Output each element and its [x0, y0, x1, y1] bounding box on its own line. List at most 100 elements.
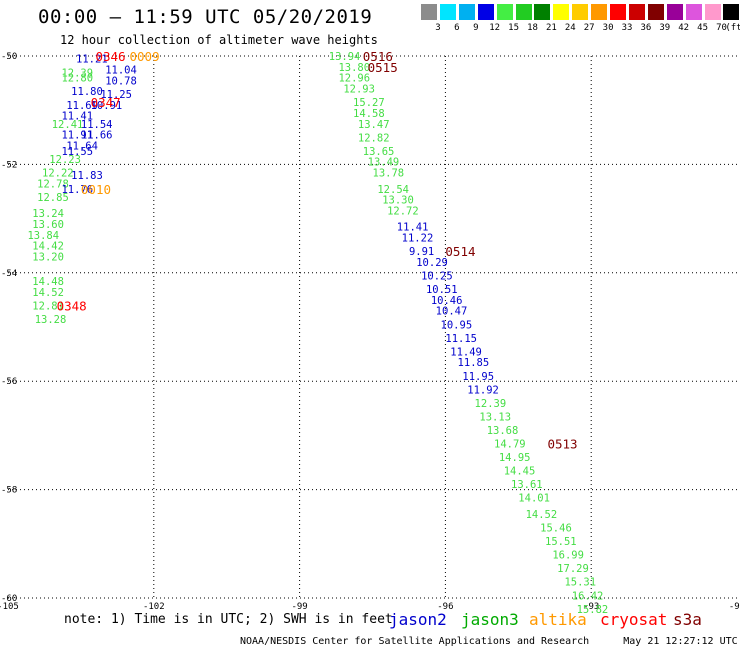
color-scale-label: 70 [716, 23, 727, 33]
color-scale-label: 12 [489, 23, 501, 33]
swh-label: 12.85 [37, 192, 69, 204]
swh-label: 11.83 [71, 170, 103, 182]
swh-label: 16.99 [552, 550, 584, 562]
color-scale-label: 3 [435, 23, 441, 33]
swh-label: 11.04 [105, 65, 137, 77]
swh-label: 14.52 [526, 509, 558, 521]
swh-label: 15.31 [564, 577, 596, 589]
swh-label: 13.47 [358, 119, 390, 131]
swh-label: 12.39 [61, 67, 93, 79]
color-scale-label: 27 [583, 23, 595, 33]
swh-label: 13.49 [368, 157, 400, 169]
swh-label: 11.41 [61, 111, 93, 123]
swh-label: 13.78 [373, 168, 405, 180]
y-tick-label: -52 [1, 160, 17, 170]
y-tick-label: -60 [1, 594, 17, 604]
legend-s3a: s3a [673, 610, 702, 629]
time-label: 0010 [81, 182, 111, 197]
swh-label: 9.91 [409, 246, 434, 258]
time-label: 0513 [547, 437, 577, 452]
swh-label: 13.84 [27, 230, 59, 242]
color-swatch [723, 4, 740, 20]
color-scale-label: 6 [454, 23, 460, 33]
color-scale-label: 9 [473, 23, 479, 33]
swh-label: 12.80 [61, 73, 93, 85]
time-label: 0009 [130, 49, 160, 64]
time-label: 0348 [57, 298, 87, 313]
color-swatch [534, 4, 551, 20]
swh-label: 14.01 [518, 493, 550, 505]
swh-label: 12.78 [37, 178, 69, 190]
swh-label: 13.20 [32, 252, 64, 264]
color-swatch [458, 4, 475, 20]
color-swatch [421, 4, 437, 20]
swh-label: 15.46 [540, 523, 572, 535]
swh-label: 13.24 [32, 208, 64, 220]
swh-label: 11.15 [445, 333, 477, 345]
x-tick-label: -93 [583, 602, 599, 612]
swh-label: 12.39 [475, 398, 507, 410]
swh-label: 12.93 [343, 84, 375, 96]
legend-jason2: jason2 [389, 610, 447, 629]
swh-label: 10.91 [91, 100, 123, 112]
color-scale-label: 36 [640, 23, 652, 33]
swh-label: 13.13 [479, 411, 511, 423]
swh-label: 12.81 [32, 300, 64, 312]
swh-label: 14.95 [499, 452, 531, 464]
swh-label: 17.29 [557, 563, 589, 575]
swh-label: 10.46 [431, 295, 463, 307]
color-swatch [553, 4, 570, 20]
swh-label: 11.22 [402, 233, 434, 245]
y-tick-label: -54 [1, 269, 17, 279]
x-tick-label: -105 [0, 602, 19, 612]
swh-label: 10.95 [441, 319, 473, 331]
x-tick-label: -90 [729, 602, 740, 612]
color-scale-label: 15 [508, 23, 520, 33]
swh-label: 13.94 [329, 51, 361, 63]
swh-label: 11.66 [81, 130, 113, 142]
swh-label: 10.47 [436, 306, 468, 318]
color-swatch [439, 4, 456, 20]
swh-label: 14.52 [32, 287, 64, 299]
color-swatch [496, 4, 513, 20]
swh-label: 13.65 [363, 146, 395, 158]
swh-label: 14.48 [32, 276, 64, 288]
color-scale-label: 24 [564, 23, 576, 33]
y-tick-label: -58 [1, 486, 17, 496]
color-scale-label: 42 [678, 23, 690, 33]
swh-label: 13.60 [32, 219, 64, 231]
time-label: 0346 [95, 49, 125, 64]
swh-label: 10.25 [421, 271, 453, 283]
color-scale-label: 39 [659, 23, 671, 33]
swh-label: 10.51 [426, 284, 458, 296]
footer-timestamp: May 21 12:27:12 UTC 2019 [623, 636, 740, 647]
map-subtitle: 12 hour collection of altimeter wave hei… [60, 33, 378, 47]
note-text: note: 1) Time is in UTC; 2) SWH is in fe… [64, 612, 393, 627]
color-swatch [572, 4, 589, 20]
color-swatch [647, 4, 664, 20]
y-tick-label: -50 [1, 52, 17, 62]
swh-label: 14.42 [32, 241, 64, 253]
swh-label: 11.21 [76, 54, 108, 66]
legend-cryosat: cryosat [600, 610, 668, 629]
swh-label: 12.22 [42, 168, 74, 180]
legend-jason3: jason3 [461, 610, 519, 629]
time-label: 0515 [368, 60, 398, 75]
color-swatch [515, 4, 532, 20]
swh-label: 12.96 [338, 73, 370, 85]
swh-label: 11.95 [462, 371, 494, 383]
swh-label: 11.49 [450, 346, 482, 358]
color-scale-label: 45 [697, 23, 709, 33]
map-title: 00:00 – 11:59 UTC 05/20/2019 [38, 6, 373, 28]
color-scale-label: 30 [602, 23, 614, 33]
swh-label: 13.61 [511, 479, 543, 491]
swh-label: 14.79 [494, 439, 526, 451]
swh-label: 11.69 [66, 100, 98, 112]
swh-label: 11.55 [61, 146, 93, 158]
swh-label: 11.80 [71, 86, 103, 98]
swh-label: 11.76 [61, 184, 93, 196]
swh-label: 15.27 [353, 97, 385, 109]
swh-label: 13.80 [338, 62, 370, 74]
color-scale-label: 21 [545, 23, 557, 33]
color-swatch [591, 4, 608, 20]
